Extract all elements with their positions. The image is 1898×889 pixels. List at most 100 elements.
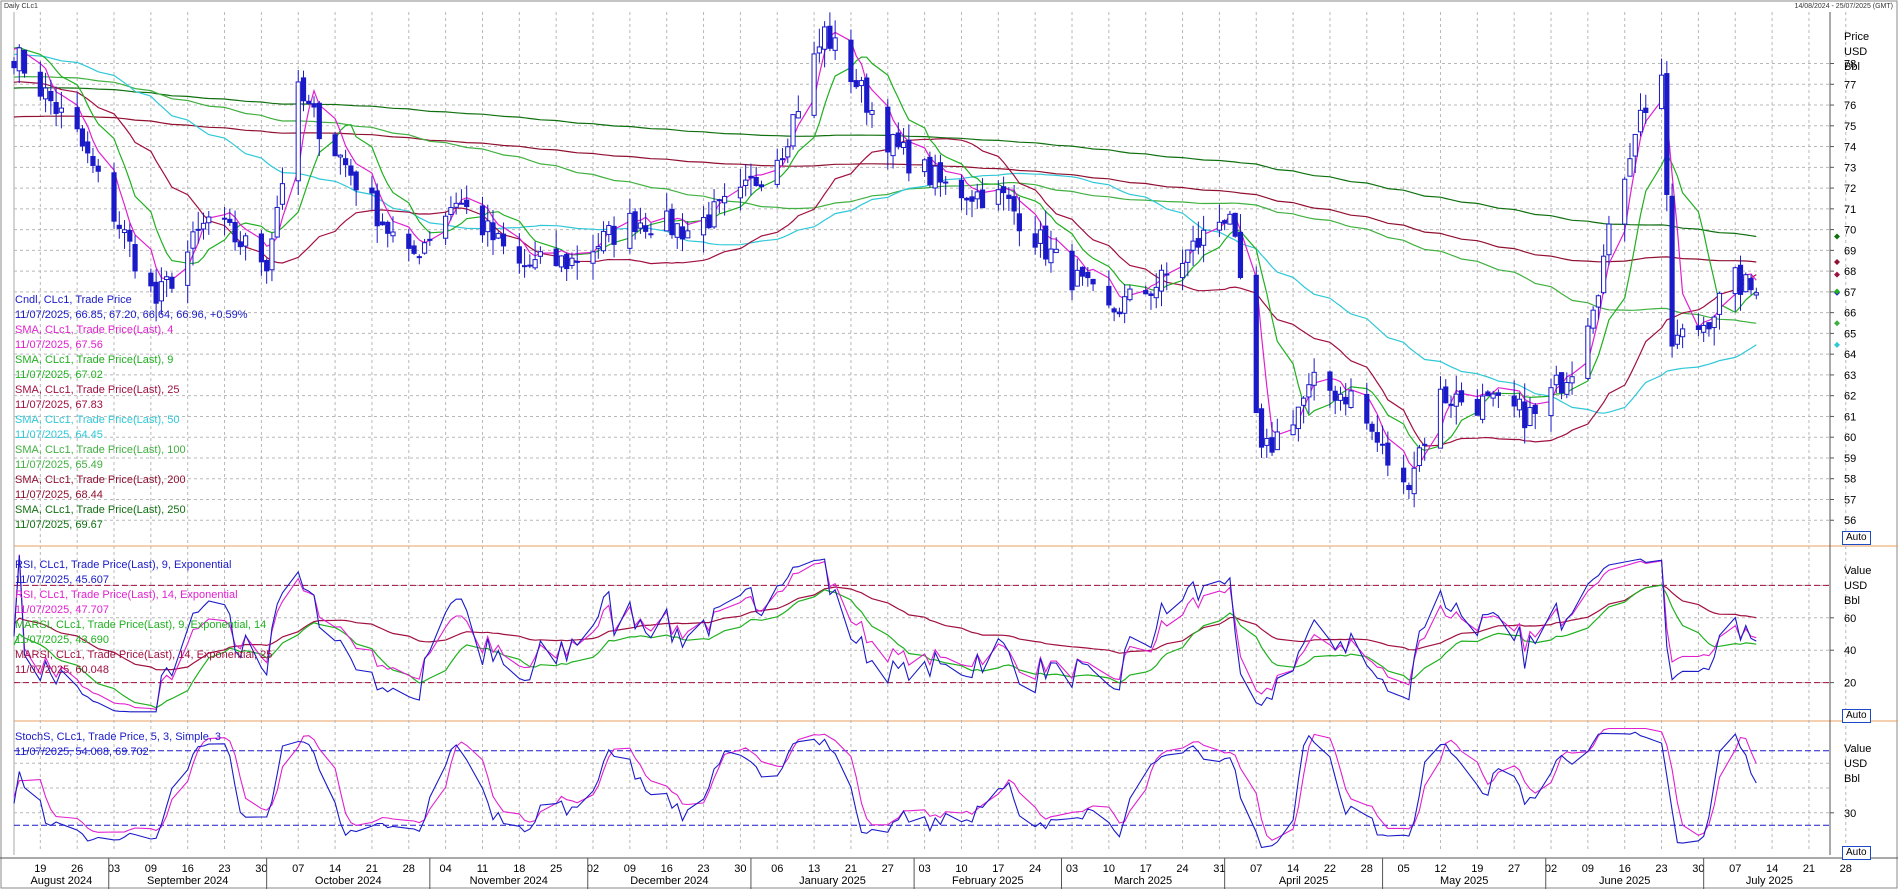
x-month-label: March 2025: [1114, 875, 1172, 887]
candle-body: [1437, 388, 1444, 449]
price-unit-label: Bbl: [1844, 61, 1860, 73]
candle-body: [1306, 384, 1312, 398]
candle-body: [311, 103, 317, 108]
candle-body: [1069, 250, 1075, 291]
candle-body: [1116, 311, 1122, 315]
sma-line-25: [13, 81, 1757, 447]
candle-body: [1748, 278, 1754, 291]
candle-body: [1674, 334, 1680, 345]
candle-body: [269, 238, 275, 271]
candle-body: [1590, 309, 1596, 329]
legend-label: RSI, CLc1, Trade Price(Last), 9, Exponen…: [15, 559, 232, 571]
candle-body: [674, 223, 680, 238]
x-day-tick: 13: [808, 863, 820, 875]
price-tick-label: 62: [1844, 391, 1856, 403]
candle-body: [964, 197, 970, 201]
candle-body: [200, 222, 207, 230]
candle-body: [1548, 387, 1554, 417]
candle-body: [848, 39, 854, 83]
candle-body: [500, 233, 507, 247]
candle-body: [895, 132, 901, 148]
legend-value: 11/07/2025, 67.83: [15, 399, 103, 411]
candle-body: [1479, 395, 1486, 420]
sma-line-200: [13, 115, 1757, 263]
x-day-tick: 10: [955, 863, 967, 875]
candle-body: [1227, 213, 1233, 225]
candle-body: [1053, 248, 1059, 254]
x-month-label: April 2025: [1279, 875, 1329, 887]
rsi-auto-button[interactable]: Auto: [1842, 709, 1871, 723]
price-tick-label: 63: [1844, 370, 1856, 382]
legend-value: 11/07/2025, 45.607: [15, 574, 109, 586]
date-range: 14/08/2024 - 25/07/2025 (GMT): [1794, 3, 1893, 10]
candle-body: [11, 60, 17, 69]
marsi-14-line: [13, 584, 1757, 671]
legend-label: RSI, CLc1, Trade Price(Last), 14, Expone…: [15, 589, 238, 601]
candle-body: [785, 146, 791, 158]
candle-body: [48, 90, 54, 102]
legend-label: SMA, CLc1, Trade Price(Last), 200: [15, 474, 186, 486]
x-day-tick: 19: [34, 863, 46, 875]
stoch-unit-label: Value: [1844, 743, 1871, 755]
price-tick-label: 64: [1844, 349, 1856, 361]
candle-body: [443, 215, 449, 239]
x-day-tick: 12: [1434, 863, 1446, 875]
x-day-tick: 05: [1398, 863, 1410, 875]
candle-body: [148, 272, 154, 287]
candle-body: [111, 172, 117, 222]
candle-body: [1253, 274, 1259, 414]
price-tick-label: 72: [1844, 183, 1856, 195]
candle-body: [969, 196, 975, 202]
x-month-label: November 2024: [470, 875, 548, 887]
x-day-tick: 30: [734, 863, 746, 875]
candle-body: [664, 210, 670, 232]
x-month-label: May 2025: [1440, 875, 1488, 887]
candle-body: [1179, 262, 1186, 279]
candle-body: [95, 165, 101, 172]
candle-body: [1643, 107, 1649, 114]
candle-body: [1448, 403, 1454, 406]
candle-body: [611, 225, 617, 245]
candle-body: [553, 248, 559, 267]
candle-body: [979, 189, 986, 209]
candle-body: [37, 71, 43, 97]
candle-body: [90, 155, 96, 166]
x-day-tick: 28: [403, 863, 415, 875]
x-day-tick: 30: [1692, 863, 1704, 875]
candle-body: [1301, 397, 1307, 406]
price-tick-label: 76: [1844, 100, 1856, 112]
candle-body: [300, 77, 307, 102]
candle-body: [1264, 438, 1270, 446]
candle-body: [516, 246, 522, 264]
candle-body: [790, 114, 796, 147]
x-day-tick: 31: [1213, 863, 1225, 875]
legend-label: SMA, CLc1, Trade Price(Last), 250: [15, 504, 186, 516]
x-day-tick: 21: [366, 863, 378, 875]
candle-body: [1595, 295, 1601, 308]
stoch-auto-button[interactable]: Auto: [1842, 846, 1871, 860]
candle-body: [306, 100, 312, 105]
price-tick-label: 65: [1844, 328, 1856, 340]
candle-body: [1048, 248, 1054, 264]
rsi-9-line: [13, 555, 1757, 713]
candle-body: [716, 199, 722, 202]
candle-body: [264, 259, 270, 272]
candle-body: [1695, 325, 1702, 330]
candle-body: [527, 264, 533, 267]
candle-body: [353, 171, 359, 191]
price-auto-button[interactable]: Auto: [1842, 531, 1871, 545]
candle-body: [1311, 371, 1317, 386]
candle-body: [1706, 322, 1712, 330]
candle-body: [637, 222, 643, 229]
x-day-tick: 28: [1361, 863, 1373, 875]
candle-body: [669, 208, 675, 236]
candle-body: [406, 233, 412, 249]
x-month-label: June 2025: [1599, 875, 1650, 887]
candle-body: [343, 158, 349, 166]
candle-body: [1290, 424, 1296, 436]
rsi-tick-label: 20: [1844, 678, 1856, 690]
candle-body: [316, 102, 322, 140]
candle-body: [595, 246, 601, 249]
rsi-unit-label: Value: [1844, 565, 1871, 577]
